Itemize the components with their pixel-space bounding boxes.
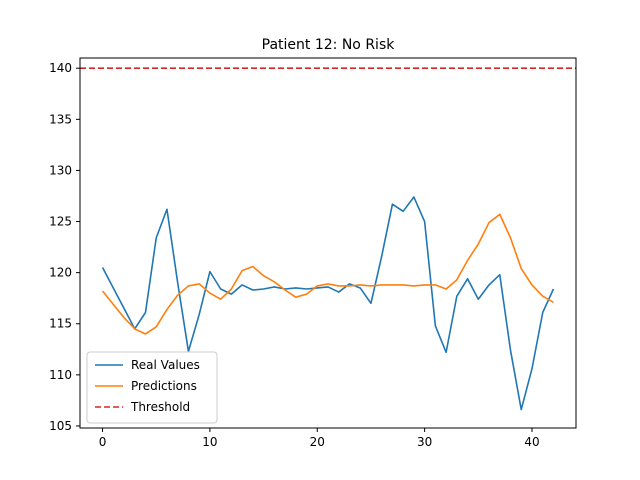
x-tick-label: 10 <box>202 435 217 449</box>
x-tick-label: 30 <box>417 435 432 449</box>
legend-label: Threshold <box>130 400 190 414</box>
series-line-2 <box>101 213 554 335</box>
y-tick-label: 140 <box>49 61 72 75</box>
axes: 0 10 20 30 40 105 110 115 120 125 130 135 140 <box>49 61 540 449</box>
y-tick-label: 125 <box>49 215 72 229</box>
legend-label: Real Values <box>131 358 200 372</box>
x-tick-label: 0 <box>99 435 107 449</box>
y-tick-label: 110 <box>49 368 72 382</box>
y-tick-label: 115 <box>49 317 72 331</box>
plot-frame <box>79 57 577 429</box>
x-tick-label: 20 <box>310 435 325 449</box>
chart-title: Patient 12: No Risk <box>262 37 396 53</box>
y-tick-label: 120 <box>49 266 72 280</box>
y-tick-label: 105 <box>49 419 72 433</box>
y-tick-label: 135 <box>49 112 72 126</box>
series-line-1 <box>101 196 555 411</box>
legend-box <box>86 351 218 424</box>
legend: Real Values Predictions Threshold <box>86 351 218 424</box>
x-tick-label: 40 <box>524 435 539 449</box>
y-tick-label: 130 <box>49 163 72 177</box>
legend-label: Predictions <box>131 379 197 393</box>
plot-area <box>80 67 576 411</box>
